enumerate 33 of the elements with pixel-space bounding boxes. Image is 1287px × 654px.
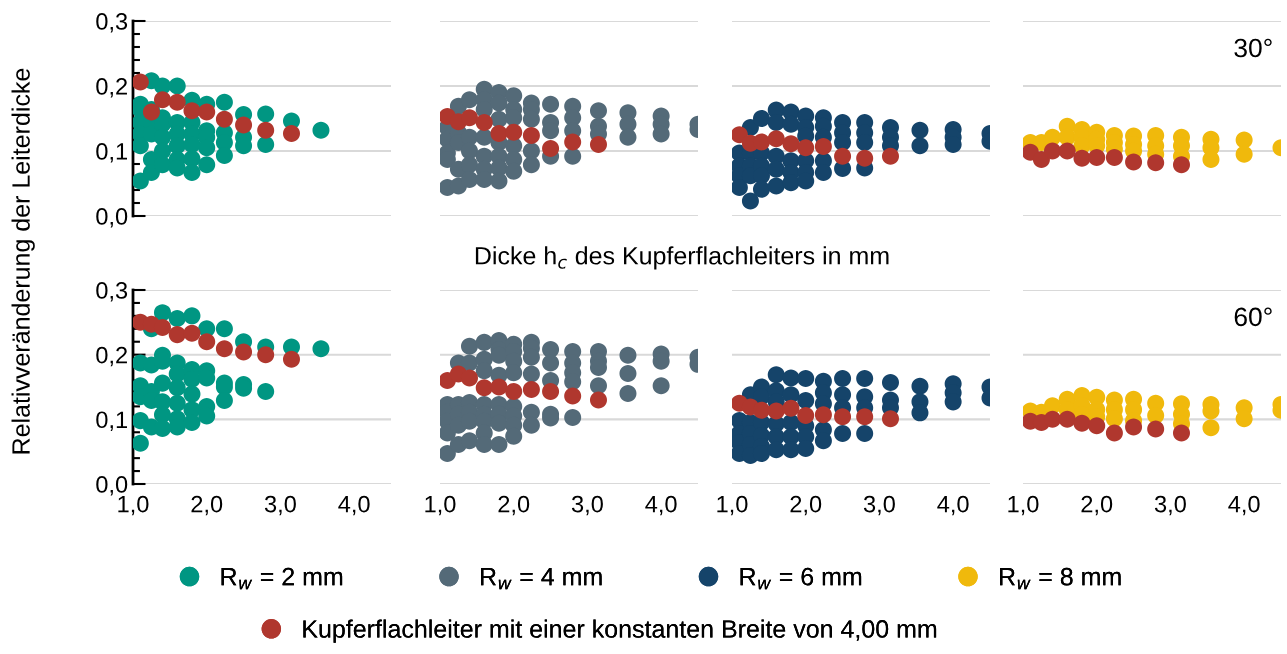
legend-label: Kupferflachleiter mit einer konstanten Breite von 4,00 mm bbox=[303, 619, 937, 643]
y-tick-label: 0,0 bbox=[96, 476, 128, 496]
y-axis-title: Relativveränderung der Leiterdicke bbox=[11, 68, 35, 454]
y-tick-label: 0,1 bbox=[96, 143, 127, 163]
x-tick-label: 3,0 bbox=[264, 495, 296, 516]
legend-label: R$_{w}$ = 2 mm bbox=[221, 567, 343, 590]
y-tick-label: 0,2 bbox=[96, 78, 127, 98]
x-tick-label: 4,0 bbox=[937, 495, 969, 516]
y-tick-label: 0,0 bbox=[96, 208, 128, 228]
x-tick-label: 3,0 bbox=[863, 495, 895, 516]
x-tick-label: 3,0 bbox=[571, 495, 603, 516]
y-tick-label: 0,3 bbox=[96, 13, 128, 33]
y-tick-label: 0,1 bbox=[96, 411, 127, 431]
x-tick-label: 2,0 bbox=[498, 495, 530, 516]
x-tick-label: 4,0 bbox=[645, 495, 677, 516]
y-tick-label: 0,3 bbox=[96, 282, 128, 302]
annotation: 30° bbox=[1234, 38, 1272, 58]
legend-label: R$_{w}$ = 4 mm bbox=[481, 568, 602, 590]
x-tick-label: 2,0 bbox=[790, 495, 822, 516]
x-tick-label: 1,0 bbox=[118, 495, 149, 516]
legend-label: R$_{w}$ = 6 mm bbox=[740, 567, 862, 590]
x-tick-label: 4,0 bbox=[338, 495, 370, 516]
annotation: 60° bbox=[1234, 307, 1272, 327]
x-tick-label: 2,0 bbox=[1081, 495, 1113, 516]
x-axis-title: Dicke h$_{c}$ des Kupferflachleiters in mm bbox=[475, 246, 889, 270]
x-tick-label: 3,0 bbox=[1154, 495, 1186, 516]
x-tick-label: 2,0 bbox=[191, 495, 223, 516]
y-tick-label: 0,2 bbox=[96, 346, 127, 367]
x-tick-label: 1,0 bbox=[1008, 495, 1039, 516]
x-tick-label: 1,0 bbox=[717, 495, 748, 516]
legend-label: R$_{w}$ = 8 mm bbox=[1000, 567, 1121, 590]
x-tick-label: 4,0 bbox=[1228, 495, 1260, 516]
x-tick-label: 1,0 bbox=[425, 495, 456, 516]
